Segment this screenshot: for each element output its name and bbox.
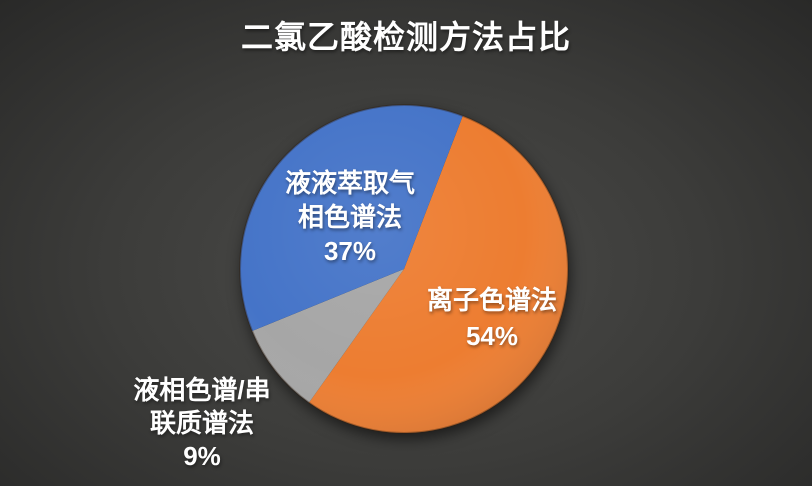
slice-label-line: 相色谱法 — [297, 202, 403, 232]
pie-shading-overlay — [239, 104, 569, 434]
slice-label-line: 联质谱法 — [149, 408, 255, 438]
slice-percent: 9% — [183, 441, 221, 471]
slice-percent: 54% — [465, 321, 519, 351]
slice-label-line: 液相色谱/串 — [133, 375, 271, 405]
slice-label-ion-chromatography: 离子色谱法 54% — [427, 282, 557, 354]
slice-label-lc-tandem-ms: 液相色谱/串 联质谱法 9% — [133, 374, 270, 473]
slice-label-liquid-liquid-extraction-gc: 液液萃取气 相色谱法 37% — [285, 166, 415, 268]
chart-title: 二氯乙酸检测方法占比 — [240, 19, 571, 55]
slice-percent: 37% — [323, 236, 377, 266]
slice-label-line: 离子色谱法 — [426, 285, 558, 315]
slice-label-line: 液液萃取气 — [284, 168, 416, 198]
